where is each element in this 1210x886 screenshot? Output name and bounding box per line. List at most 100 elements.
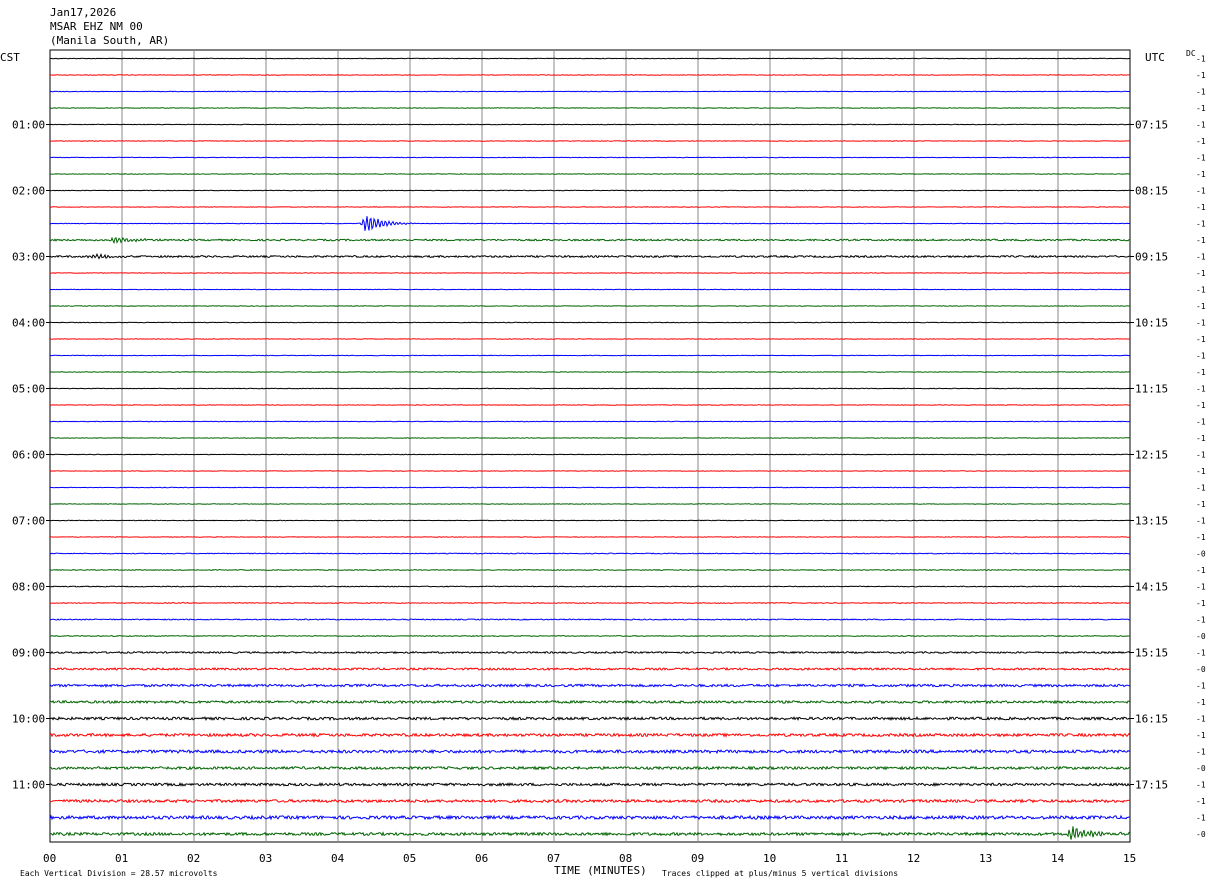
seismic-trace	[49, 305, 1131, 307]
dc-offset-label: -1	[1196, 583, 1206, 592]
dc-offset-label: -0	[1196, 830, 1206, 839]
dc-offset-label: -1	[1196, 616, 1206, 625]
dc-offset-label: -1	[1196, 385, 1206, 394]
x-tick-label: 08	[619, 852, 632, 865]
seismic-trace	[49, 826, 1131, 840]
dc-offset-label: -0	[1196, 665, 1206, 674]
seismic-trace	[49, 470, 1131, 472]
dc-offset-label: -1	[1196, 286, 1206, 295]
clip-note: Traces clipped at plus/minus 5 vertical …	[662, 869, 898, 878]
left-hour-label: 10:00	[12, 713, 45, 726]
dc-offset-label: -1	[1196, 319, 1206, 328]
left-timezone-label: CST	[0, 51, 20, 64]
dc-offset-label: -1	[1196, 781, 1206, 790]
left-hour-label: 04:00	[12, 317, 45, 330]
seismic-trace	[49, 650, 1131, 655]
dc-offset-label: -1	[1196, 451, 1206, 460]
right-hour-label: 12:15	[1135, 449, 1168, 462]
right-hour-label: 13:15	[1135, 515, 1168, 528]
dc-offset-label: -1	[1196, 335, 1206, 344]
seismic-trace	[49, 552, 1131, 555]
seismic-trace	[49, 618, 1131, 621]
traces	[49, 57, 1131, 840]
dc-offset-label: -1	[1196, 187, 1206, 196]
dc-offset-label: -1	[1196, 401, 1206, 410]
left-hour-label: 08:00	[12, 581, 45, 594]
dc-offset-label: -1	[1196, 121, 1206, 130]
x-tick-label: 04	[331, 852, 345, 865]
seismic-trace	[49, 140, 1131, 142]
seismic-trace	[49, 748, 1131, 755]
dc-offset-label: -1	[1196, 731, 1206, 740]
dc-offset-label: -0	[1196, 764, 1206, 773]
seismic-trace	[49, 716, 1131, 721]
dc-offset-label: -1	[1196, 137, 1206, 146]
seismic-trace	[49, 519, 1131, 522]
dc-offset-label: -1	[1196, 352, 1206, 361]
plot-frame	[49, 49, 1131, 843]
seismic-trace	[49, 814, 1131, 821]
seismic-trace	[49, 206, 1131, 208]
x-tick-label: 00	[43, 852, 56, 865]
dc-offset-label: -1	[1196, 55, 1206, 64]
x-axis-title: TIME (MINUTES)	[554, 864, 647, 877]
dc-offset-label: -1	[1196, 220, 1206, 229]
seismic-trace	[49, 236, 1130, 245]
dc-offset-label: -1	[1196, 203, 1206, 212]
dc-offset-label: -1	[1196, 434, 1206, 443]
seismic-trace	[49, 288, 1131, 291]
right-hour-label: 11:15	[1135, 383, 1168, 396]
right-hour-label: 16:15	[1135, 713, 1168, 726]
left-hour-label: 02:00	[12, 185, 45, 198]
right-hour-label: 15:15	[1135, 647, 1168, 660]
seismic-trace	[49, 252, 1131, 260]
right-timezone-label: UTC	[1145, 51, 1165, 64]
x-tick-label: 06	[475, 852, 488, 865]
right-hour-label: 07:15	[1135, 119, 1168, 132]
dc-offset-label: -1	[1196, 269, 1206, 278]
dc-offset-label: -1	[1196, 236, 1206, 245]
left-hour-label: 05:00	[12, 383, 45, 396]
x-tick-label: 02	[187, 852, 200, 865]
dc-offset-label: -1	[1196, 368, 1206, 377]
right-hour-label: 10:15	[1135, 317, 1168, 330]
seismic-trace	[49, 765, 1131, 771]
left-hour-label: 01:00	[12, 119, 45, 132]
dc-offset-label: -1	[1196, 814, 1206, 823]
seismic-trace	[49, 123, 1131, 126]
seismic-trace	[49, 536, 1131, 538]
seismic-trace	[49, 486, 1131, 489]
dc-offset-label: -1	[1196, 715, 1206, 724]
seismic-trace	[49, 602, 1131, 604]
dc-offset-label: -0	[1196, 550, 1206, 559]
station-label: MSAR EHZ NM 00	[50, 20, 143, 33]
x-tick-label: 05	[403, 852, 416, 865]
seismic-trace	[49, 404, 1131, 406]
right-hour-label: 14:15	[1135, 581, 1168, 594]
x-tick-label: 01	[115, 852, 128, 865]
seismic-trace	[49, 107, 1131, 109]
seismic-trace	[49, 173, 1131, 175]
dc-offset-label: -1	[1196, 418, 1206, 427]
right-hour-label: 08:15	[1135, 185, 1168, 198]
dc-offset-label: -1	[1196, 500, 1206, 509]
date-label: Jan17,2026	[50, 6, 117, 19]
left-hour-label: 06:00	[12, 449, 45, 462]
dc-offset-label: -1	[1196, 71, 1206, 80]
dc-offset-label: -1	[1196, 302, 1206, 311]
x-tick-label: 14	[1051, 852, 1065, 865]
dc-offset-label: -1	[1196, 467, 1206, 476]
seismic-trace	[49, 189, 1130, 192]
axis-labels: 00 01 02 03 04 05 06 07 08 09 10 11 12 13 14 15 -1 -1 -1 -1…	[12, 55, 1206, 866]
seismic-trace	[49, 216, 1131, 231]
seismic-trace	[49, 354, 1131, 357]
location-label: (Manila South, AR)	[50, 34, 170, 47]
dc-offset-label: -1	[1196, 682, 1206, 691]
dc-offset-label: -1	[1196, 253, 1206, 262]
x-tick-label: 12	[907, 852, 920, 865]
seismic-trace	[49, 503, 1131, 505]
seismic-trace	[49, 74, 1131, 76]
seismic-trace	[49, 420, 1130, 423]
dc-offset-label: -1	[1196, 88, 1206, 97]
dc-offset-label: -1	[1196, 170, 1206, 179]
